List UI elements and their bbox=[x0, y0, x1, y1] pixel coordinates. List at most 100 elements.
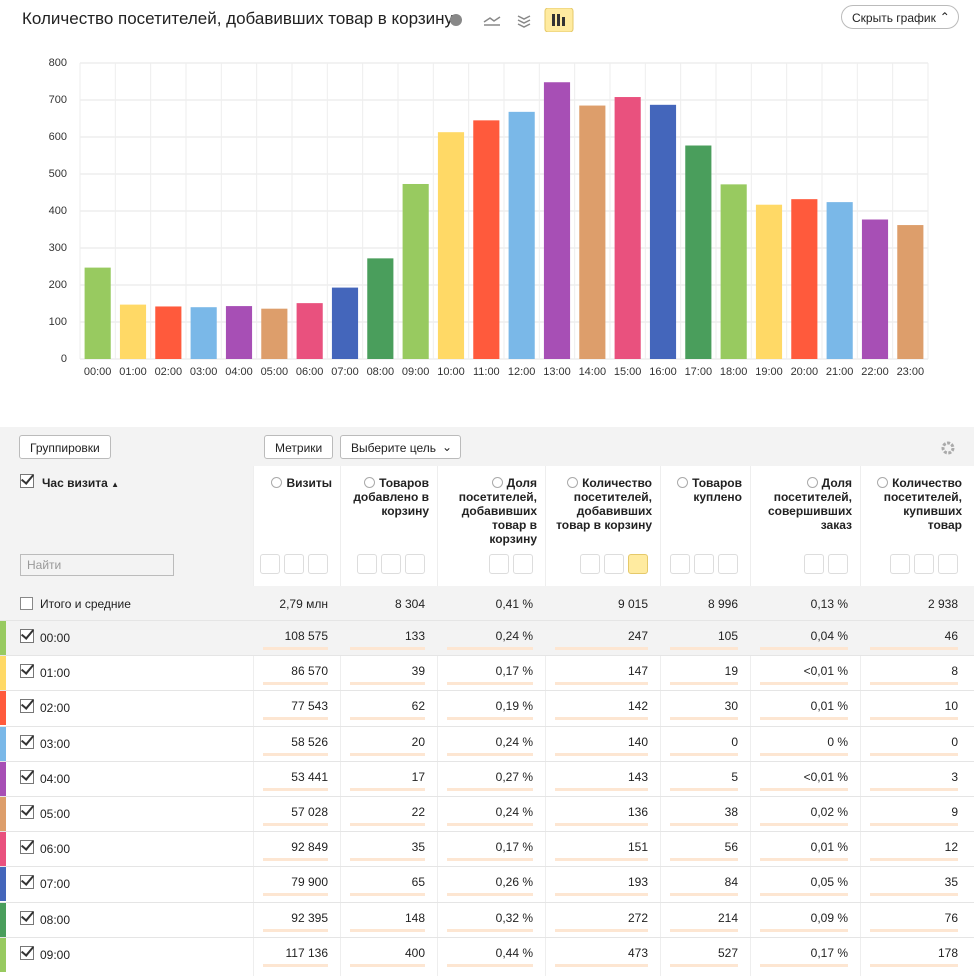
view-icon[interactable] bbox=[938, 554, 958, 574]
column-header[interactable]: Количество посетителей, купивших товар bbox=[868, 476, 962, 532]
table-cell: 108 575 bbox=[284, 629, 328, 643]
row-separator bbox=[0, 655, 974, 657]
table-cell: 527 bbox=[717, 945, 738, 960]
view-icon[interactable] bbox=[357, 554, 377, 574]
column-header[interactable]: Визиты bbox=[261, 476, 332, 490]
bar bbox=[508, 111, 535, 359]
table-cell: 0,32 % bbox=[495, 910, 533, 925]
progress-track bbox=[670, 787, 738, 791]
table-cell: 9 bbox=[951, 805, 958, 819]
view-icon[interactable] bbox=[628, 554, 648, 574]
row-checkbox[interactable] bbox=[20, 629, 34, 643]
progress-track bbox=[870, 787, 958, 791]
line-icon[interactable] bbox=[483, 16, 501, 26]
table-cell: 65 bbox=[411, 875, 425, 890]
bar bbox=[155, 306, 182, 359]
table-cell: 17 bbox=[411, 769, 425, 784]
bar bbox=[897, 225, 924, 359]
row-checkbox[interactable] bbox=[20, 875, 34, 890]
view-icon[interactable] bbox=[604, 554, 624, 574]
table-cell: 46 bbox=[944, 629, 958, 643]
bar bbox=[791, 199, 818, 359]
column-header[interactable]: Доля посетителей, совершивших заказ bbox=[758, 476, 852, 532]
pie-icon[interactable] bbox=[450, 14, 462, 26]
table-cell: 38 bbox=[724, 805, 738, 819]
view-icon[interactable] bbox=[670, 554, 690, 574]
view-icon[interactable] bbox=[804, 554, 824, 574]
view-icon[interactable] bbox=[260, 554, 280, 574]
view-icon[interactable] bbox=[489, 554, 509, 574]
table-cell: 19 bbox=[724, 664, 738, 679]
toolbar bbox=[0, 427, 974, 466]
bar bbox=[331, 287, 359, 359]
view-icon[interactable] bbox=[513, 554, 533, 574]
y-tick-label: 400 bbox=[49, 205, 67, 217]
col-divider bbox=[660, 466, 661, 976]
view-icon[interactable] bbox=[890, 554, 910, 574]
column-header-label: Количество посетителей, добавивших товар… bbox=[556, 476, 652, 532]
row-checkbox[interactable] bbox=[20, 910, 34, 925]
table-cell: 0,27 % bbox=[495, 769, 533, 784]
column-header[interactable]: Товаров добавлено в корзину bbox=[348, 476, 429, 518]
view-icon[interactable] bbox=[718, 554, 738, 574]
table-cell: 0,02 % bbox=[810, 805, 848, 819]
row-checkbox[interactable] bbox=[20, 840, 34, 855]
row-separator bbox=[0, 690, 974, 692]
x-tick-label: 03:00 bbox=[190, 366, 218, 378]
hour-header[interactable]: Час визита ▲ bbox=[42, 476, 119, 492]
settings-icon[interactable] bbox=[940, 440, 956, 456]
row-color-strip bbox=[0, 761, 6, 796]
view-icon[interactable] bbox=[405, 554, 425, 574]
row-checkbox[interactable] bbox=[20, 805, 34, 819]
column-header[interactable]: Доля посетителей, добавивших товар в кор… bbox=[445, 476, 537, 546]
table-cell: 0 bbox=[951, 734, 958, 749]
search-input[interactable]: Найти bbox=[20, 554, 174, 576]
view-icon[interactable] bbox=[694, 554, 714, 574]
totals-cell: 0,41 % bbox=[495, 597, 533, 611]
row-checkbox[interactable] bbox=[20, 664, 34, 679]
table-cell: 247 bbox=[627, 629, 648, 643]
x-tick-label: 00:00 bbox=[84, 366, 112, 378]
hour-header-label: Час визита bbox=[42, 476, 108, 490]
progress-track bbox=[447, 647, 533, 650]
progress-track bbox=[447, 823, 533, 826]
row-separator bbox=[0, 901, 974, 903]
area-icon[interactable] bbox=[517, 15, 531, 28]
totals-checkbox[interactable] bbox=[20, 597, 33, 610]
table-cell: 0,09 % bbox=[810, 910, 848, 925]
row-checkbox[interactable] bbox=[20, 734, 34, 749]
totals-cell: 8 304 bbox=[394, 597, 425, 611]
row-checkbox[interactable] bbox=[20, 699, 34, 714]
view-icon[interactable] bbox=[580, 554, 600, 574]
header-checkbox[interactable] bbox=[20, 474, 34, 488]
icon-part bbox=[557, 14, 560, 26]
bar bbox=[473, 120, 500, 359]
metrics-button[interactable]: Метрики bbox=[264, 435, 334, 459]
progress-track bbox=[760, 682, 848, 686]
column-header[interactable]: Товаров куплено bbox=[668, 476, 742, 504]
row-checkbox[interactable] bbox=[20, 945, 34, 960]
view-icon[interactable] bbox=[381, 554, 401, 574]
view-icon[interactable] bbox=[308, 554, 328, 574]
hour-cell: 07:00 bbox=[40, 877, 71, 892]
x-tick-label: 21:00 bbox=[826, 366, 854, 378]
table-cell: 0,19 % bbox=[495, 699, 533, 714]
table-cell: 57 028 bbox=[291, 805, 328, 819]
view-icon[interactable] bbox=[828, 554, 848, 574]
icon-part bbox=[562, 17, 565, 26]
hide-chart-button[interactable]: Скрыть график ⌃ bbox=[841, 5, 959, 29]
progress-track bbox=[350, 893, 425, 897]
view-icon[interactable] bbox=[284, 554, 304, 574]
table-cell: 0,44 % bbox=[495, 945, 533, 960]
goal-button[interactable]: Выберите цель ⌄ bbox=[340, 435, 462, 459]
table-cell: 39 bbox=[411, 664, 425, 679]
column-header[interactable]: Количество посетителей, добавивших товар… bbox=[553, 476, 652, 532]
table-cell: 84 bbox=[724, 875, 738, 890]
table-cell: 193 bbox=[627, 875, 648, 890]
view-icon[interactable] bbox=[914, 554, 934, 574]
progress-track bbox=[870, 752, 958, 756]
groupings-button[interactable]: Группировки bbox=[19, 435, 111, 459]
table-cell: 92 395 bbox=[291, 910, 328, 925]
row-checkbox[interactable] bbox=[20, 769, 34, 784]
